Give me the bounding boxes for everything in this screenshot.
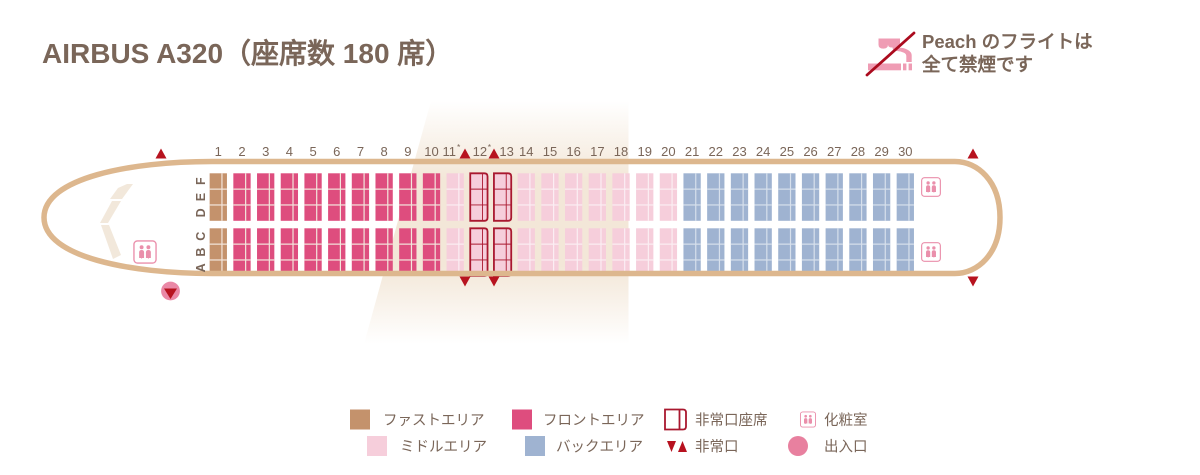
svg-text:4: 4 [286, 144, 293, 159]
svg-text:ミドルエリア: ミドルエリア [400, 440, 487, 456]
svg-text:B: B [194, 248, 208, 257]
svg-text:1: 1 [215, 144, 222, 159]
svg-text:20: 20 [661, 144, 675, 159]
svg-text:AIRBUS A320（座席数 180 席）: AIRBUS A320（座席数 180 席） [42, 37, 453, 69]
svg-text:14: 14 [519, 144, 533, 159]
svg-text:16: 16 [566, 144, 580, 159]
svg-text:9: 9 [404, 144, 411, 159]
svg-text:15: 15 [543, 144, 557, 159]
svg-text:非常口: 非常口 [695, 439, 739, 456]
svg-text:13: 13 [499, 144, 513, 159]
svg-text:8: 8 [381, 144, 388, 159]
svg-text:18: 18 [614, 144, 628, 159]
svg-text:E: E [194, 193, 208, 201]
svg-text:30: 30 [898, 144, 912, 159]
svg-text:23: 23 [732, 144, 746, 159]
svg-text:22: 22 [709, 144, 723, 159]
svg-text:19: 19 [637, 144, 651, 159]
svg-text:12: 12 [473, 144, 487, 159]
svg-text:化粧室: 化粧室 [824, 412, 868, 429]
svg-text:25: 25 [780, 144, 794, 159]
svg-text:A: A [194, 263, 208, 272]
svg-text:6: 6 [333, 144, 340, 159]
svg-text:11: 11 [442, 144, 456, 159]
svg-text:5: 5 [309, 144, 316, 159]
svg-text:24: 24 [756, 144, 770, 159]
svg-text:2: 2 [238, 144, 245, 159]
svg-text:C: C [194, 232, 208, 241]
svg-text:10: 10 [424, 144, 438, 159]
svg-text:28: 28 [851, 144, 865, 159]
svg-text:3: 3 [262, 144, 269, 159]
svg-text:非常口座席: 非常口座席 [695, 412, 768, 429]
svg-text:21: 21 [685, 144, 699, 159]
svg-text:全て禁煙です: 全て禁煙です [921, 54, 1033, 75]
svg-text:17: 17 [590, 144, 604, 159]
svg-text:29: 29 [874, 144, 888, 159]
svg-text:26: 26 [803, 144, 817, 159]
svg-text:F: F [194, 177, 208, 185]
svg-text:バックエリア: バックエリア [556, 439, 643, 456]
svg-text:出入口: 出入口 [824, 439, 868, 456]
svg-text:フロントエリア: フロントエリア [543, 413, 645, 429]
svg-text:7: 7 [357, 144, 364, 159]
svg-text:27: 27 [827, 144, 841, 159]
svg-text:Peach のフライトは: Peach のフライトは [922, 31, 1093, 52]
svg-text:ファストエリア: ファストエリア [383, 413, 485, 429]
svg-text:D: D [194, 208, 208, 217]
